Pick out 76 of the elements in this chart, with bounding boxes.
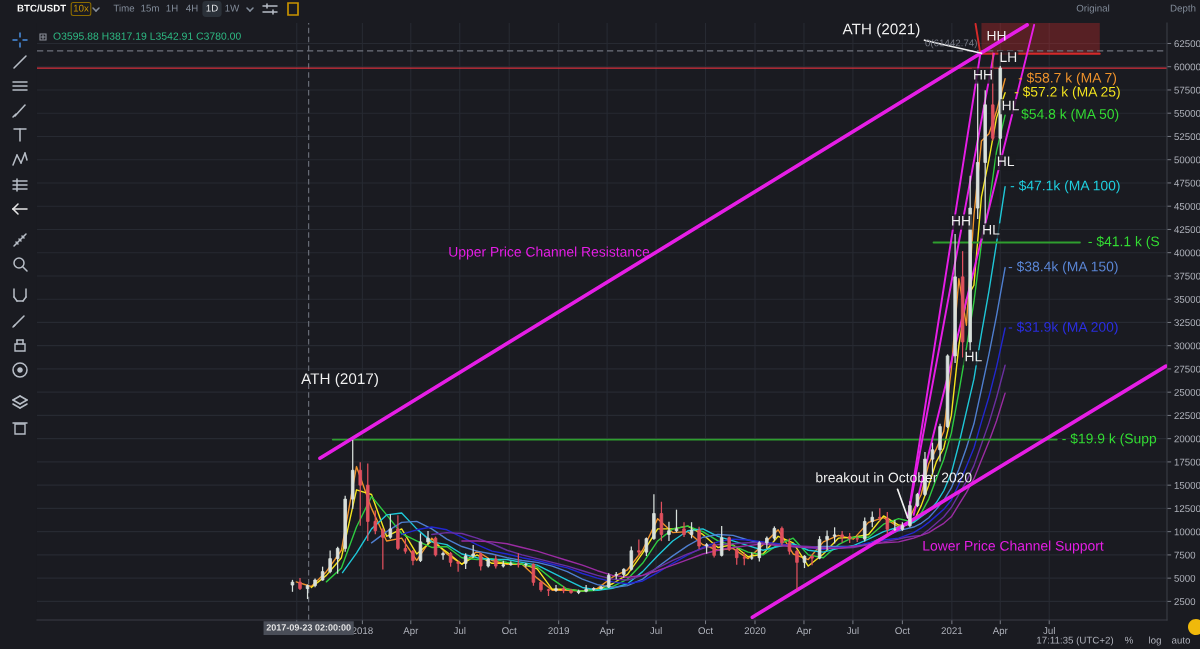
annotation: - $19.9 k (Supp xyxy=(1062,433,1157,447)
y-tick-label: 37500 xyxy=(1174,272,1200,280)
y-tick-label: 50000 xyxy=(1174,156,1200,164)
annotation: - $31.9k (MA 200) xyxy=(1008,321,1118,335)
annotation: ATH (2021) xyxy=(842,23,920,38)
y-tick-label: 25000 xyxy=(1174,388,1200,396)
y-tick-label: 47500 xyxy=(1174,179,1200,187)
text: auto xyxy=(1171,637,1191,644)
x-tick-label: 2020 xyxy=(744,627,766,635)
text: Original xyxy=(1076,4,1110,14)
y-tick-label: 15000 xyxy=(1174,481,1200,489)
y-tick-label: 62500 xyxy=(1174,40,1200,48)
x-tick-label: Jul xyxy=(1043,626,1055,635)
annotation: HH xyxy=(987,30,1006,41)
y-tick-label: 35000 xyxy=(1174,295,1200,303)
x-tick-label: 2021 xyxy=(941,627,963,635)
annotation: HL xyxy=(997,156,1015,167)
x-tick-label: Oct xyxy=(502,627,517,635)
text: Time xyxy=(113,4,135,12)
x-tick-label: Jul xyxy=(649,626,662,635)
y-tick-label: 45000 xyxy=(1174,202,1200,210)
y-tick-label: 12500 xyxy=(1174,505,1200,513)
y-tick-label: 57500 xyxy=(1174,86,1200,94)
x-tick-label: Jul xyxy=(846,626,859,635)
annotation: Upper Price Channel Resistance xyxy=(449,246,650,260)
text: 1H xyxy=(166,4,178,12)
y-tick-label: 42500 xyxy=(1174,226,1200,234)
chart-title: BTC/USDT xyxy=(17,4,67,12)
annotation: HH xyxy=(952,216,970,226)
annotation: ATH (2017) xyxy=(301,372,378,388)
annotation: HL xyxy=(983,225,1000,235)
y-tick-label: 27500 xyxy=(1174,365,1200,373)
annotation: O3595.88 H3817.19 L3542.91 C3780.00 xyxy=(53,32,241,40)
annotation: LH xyxy=(1000,52,1017,62)
y-tick-label: 22500 xyxy=(1174,412,1200,420)
y-tick-label: 7500 xyxy=(1174,551,1196,559)
x-tick-label: Apr xyxy=(796,627,812,637)
annotation: - $58.7 k (MA 7) xyxy=(1018,72,1117,86)
text: 15m xyxy=(141,4,159,12)
y-tick-label: 60000 xyxy=(1174,63,1200,71)
x-tick-label: Apr xyxy=(599,627,615,637)
y-tick-label: 5000 xyxy=(1174,574,1196,582)
x-tick-label: Jul xyxy=(453,626,466,635)
annotation: - $57.2 k (MA 25) xyxy=(1014,86,1120,100)
y-tick-label: 55000 xyxy=(1174,109,1200,117)
annotation: $54.8 k (MA 50) xyxy=(1021,108,1119,122)
annotation: HL xyxy=(965,351,982,362)
y-tick-label: 40000 xyxy=(1174,249,1200,257)
text: 4H xyxy=(186,4,198,12)
text: % xyxy=(1125,636,1133,644)
y-tick-label: 20000 xyxy=(1174,435,1200,443)
x-tick-label: Apr xyxy=(992,627,1008,637)
x-tick-label: 2019 xyxy=(548,627,570,635)
annotation: - $38.4k (MA 150) xyxy=(1008,260,1118,275)
y-tick-label: 52500 xyxy=(1174,133,1200,141)
annotation: HH xyxy=(974,70,992,80)
y-tick-label: 2500 xyxy=(1174,598,1196,606)
annotation: - $47.1k (MA 100) xyxy=(1010,180,1120,194)
annotation: - $41.1 k (S xyxy=(1088,235,1160,250)
x-tick-label: 2018 xyxy=(352,627,373,635)
text: Depth xyxy=(1170,4,1196,14)
text: log xyxy=(1149,636,1161,646)
x-tick-label: Apr xyxy=(403,627,419,637)
y-tick-label: 10000 xyxy=(1174,528,1200,536)
y-tick-label: 32500 xyxy=(1174,319,1200,327)
text: 17:11:35 (UTC+2) xyxy=(1037,636,1114,646)
x-tick-label: Oct xyxy=(698,627,714,635)
annotation: HL xyxy=(1002,100,1019,111)
y-tick-label: 30000 xyxy=(1174,342,1200,350)
annotation: Lower Price Channel Support xyxy=(923,540,1104,554)
text: 10x xyxy=(73,4,89,12)
y-tick-label: 17500 xyxy=(1174,458,1200,466)
ref-line-label: 2017-09-23 02:00:00 xyxy=(266,624,351,631)
text: 1W xyxy=(225,4,240,12)
text: 1D xyxy=(206,4,218,12)
x-tick-label: Oct xyxy=(895,627,910,635)
